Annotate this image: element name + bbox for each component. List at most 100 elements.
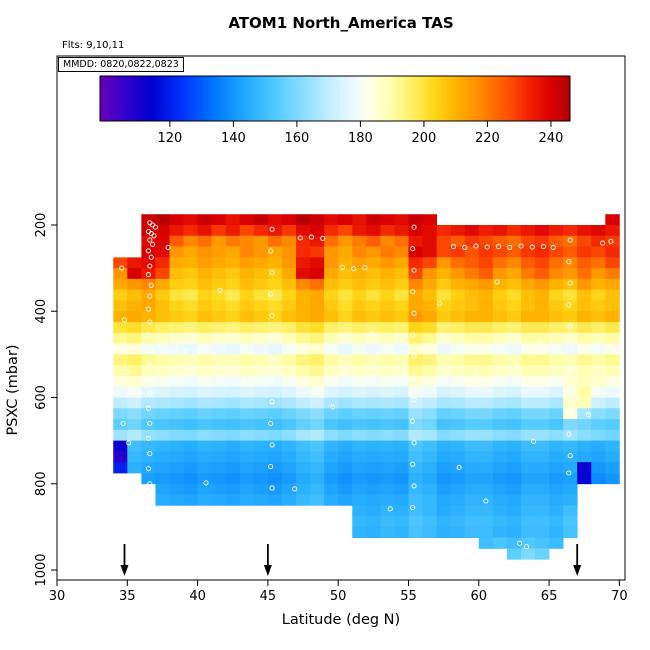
heatmap-cell [450,429,466,442]
colorbar-tick-label: 200 [412,131,437,146]
heatmap-cell [394,278,409,291]
heatmap-cell [366,429,381,442]
heatmap-cell [338,300,353,312]
track-point [147,451,153,457]
heatmap-cell [506,354,522,366]
heatmap-cell [211,354,227,366]
heatmap-cell [394,257,409,269]
heatmap-cell [535,311,550,323]
heatmap-cell [492,386,508,398]
x-tick-label: 50 [330,589,347,604]
heatmap-cell [478,516,494,528]
heatmap-cell [436,419,452,431]
heatmap-cell [577,257,592,269]
heatmap-cell [253,235,269,247]
heatmap-cell [352,526,367,539]
heatmap-cell [506,472,522,485]
heatmap-cell [127,462,142,474]
heatmap-cell [478,365,494,377]
heatmap-cell [380,472,395,485]
heatmap-cell [408,365,423,377]
x-tick-label: 40 [189,589,206,604]
heatmap-cell [492,289,508,301]
heatmap-cell [310,440,325,452]
heatmap-cell [239,472,255,485]
heatmap-cell [225,311,241,323]
heatmap-cell [464,235,480,247]
heatmap-cell [506,257,522,269]
heatmap-cell [324,429,339,442]
heatmap-cell [478,451,494,463]
heatmap-cell [253,300,269,312]
heatmap-cell [239,354,255,366]
heatmap-cell [535,343,550,355]
heatmap-cell [310,472,325,485]
heatmap-cell [535,268,550,280]
heatmap-cell [211,311,227,323]
heatmap-cell [253,375,269,388]
colorbar-tick-label: 240 [539,131,564,146]
heatmap-cell [352,289,367,301]
heatmap-cell [520,516,536,528]
heatmap-cell [267,440,283,452]
heatmap-cell [338,214,353,226]
heatmap-cell [267,472,283,485]
track-point [411,267,417,273]
heatmap-cell [408,440,423,452]
heatmap-cell [436,483,452,495]
heatmap-cell [605,365,620,377]
heatmap-cell [450,397,466,409]
heatmap-cell [422,257,437,269]
heatmap-cell [127,322,142,334]
heatmap-cell [239,257,255,269]
heatmap-cell [267,214,283,226]
heatmap-cell [577,386,592,398]
heatmap-cell [520,322,536,334]
heatmap-cell [478,268,494,280]
heatmap-cell [211,462,227,474]
heatmap-cell [577,300,592,312]
heatmap-cell [239,365,255,377]
heatmap-cell [436,365,452,377]
heatmap-cell [324,322,339,334]
heatmap-cell [535,289,550,301]
heatmap-cell [422,354,437,366]
heatmap-cell [605,408,620,420]
heatmap-cell [591,300,606,312]
heatmap-cell [464,451,480,463]
heatmap-cell [141,354,156,366]
track-point [145,332,151,338]
heatmap-cell [549,451,564,463]
heatmap-cell [577,278,592,291]
heatmap-cell [464,268,480,280]
track-point [268,291,274,297]
heatmap-cell [225,268,241,280]
heatmap-cell [197,268,213,280]
heatmap-cell [352,225,367,237]
track-point [483,498,489,504]
heatmap-cell [506,462,522,474]
heatmap-cell [155,397,170,409]
heatmap-cell [563,375,578,388]
heatmap-cell [549,278,564,291]
track-point [145,306,151,312]
heatmap-cell [450,246,466,258]
heatmap-cell [352,214,367,226]
heatmap-cell [197,214,213,226]
track-point [550,244,556,250]
heatmap-cell [422,408,437,420]
heatmap-cell [281,472,297,485]
heatmap-cell [183,354,198,366]
heatmap-cell [563,440,578,452]
heatmap-cell [549,516,564,528]
heatmap-cell [352,343,367,355]
track-point [126,440,132,446]
heatmap-cell [394,429,409,442]
heatmap-cell [422,386,437,398]
track-point [410,246,416,252]
heatmap-cell [169,322,184,334]
heatmap-cell [352,451,367,463]
heatmap-cell [605,451,620,463]
heatmap-cell [422,526,437,539]
